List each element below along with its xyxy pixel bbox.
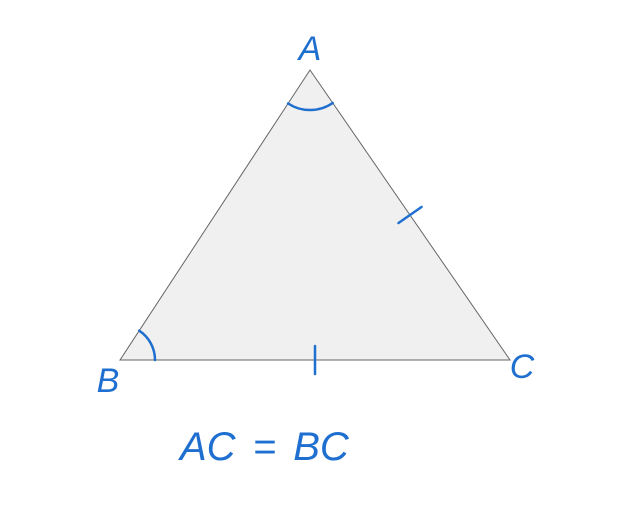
triangle-abc <box>120 70 510 360</box>
label-a: A <box>297 30 322 68</box>
equation-eq: = <box>253 425 276 469</box>
geometry-figure: A B C AC = BC <box>0 0 632 521</box>
label-c: C <box>510 348 535 386</box>
equation: AC = BC <box>178 425 350 469</box>
equation-lhs: AC <box>178 425 237 469</box>
label-b: B <box>97 362 120 400</box>
equation-rhs: BC <box>293 425 350 469</box>
